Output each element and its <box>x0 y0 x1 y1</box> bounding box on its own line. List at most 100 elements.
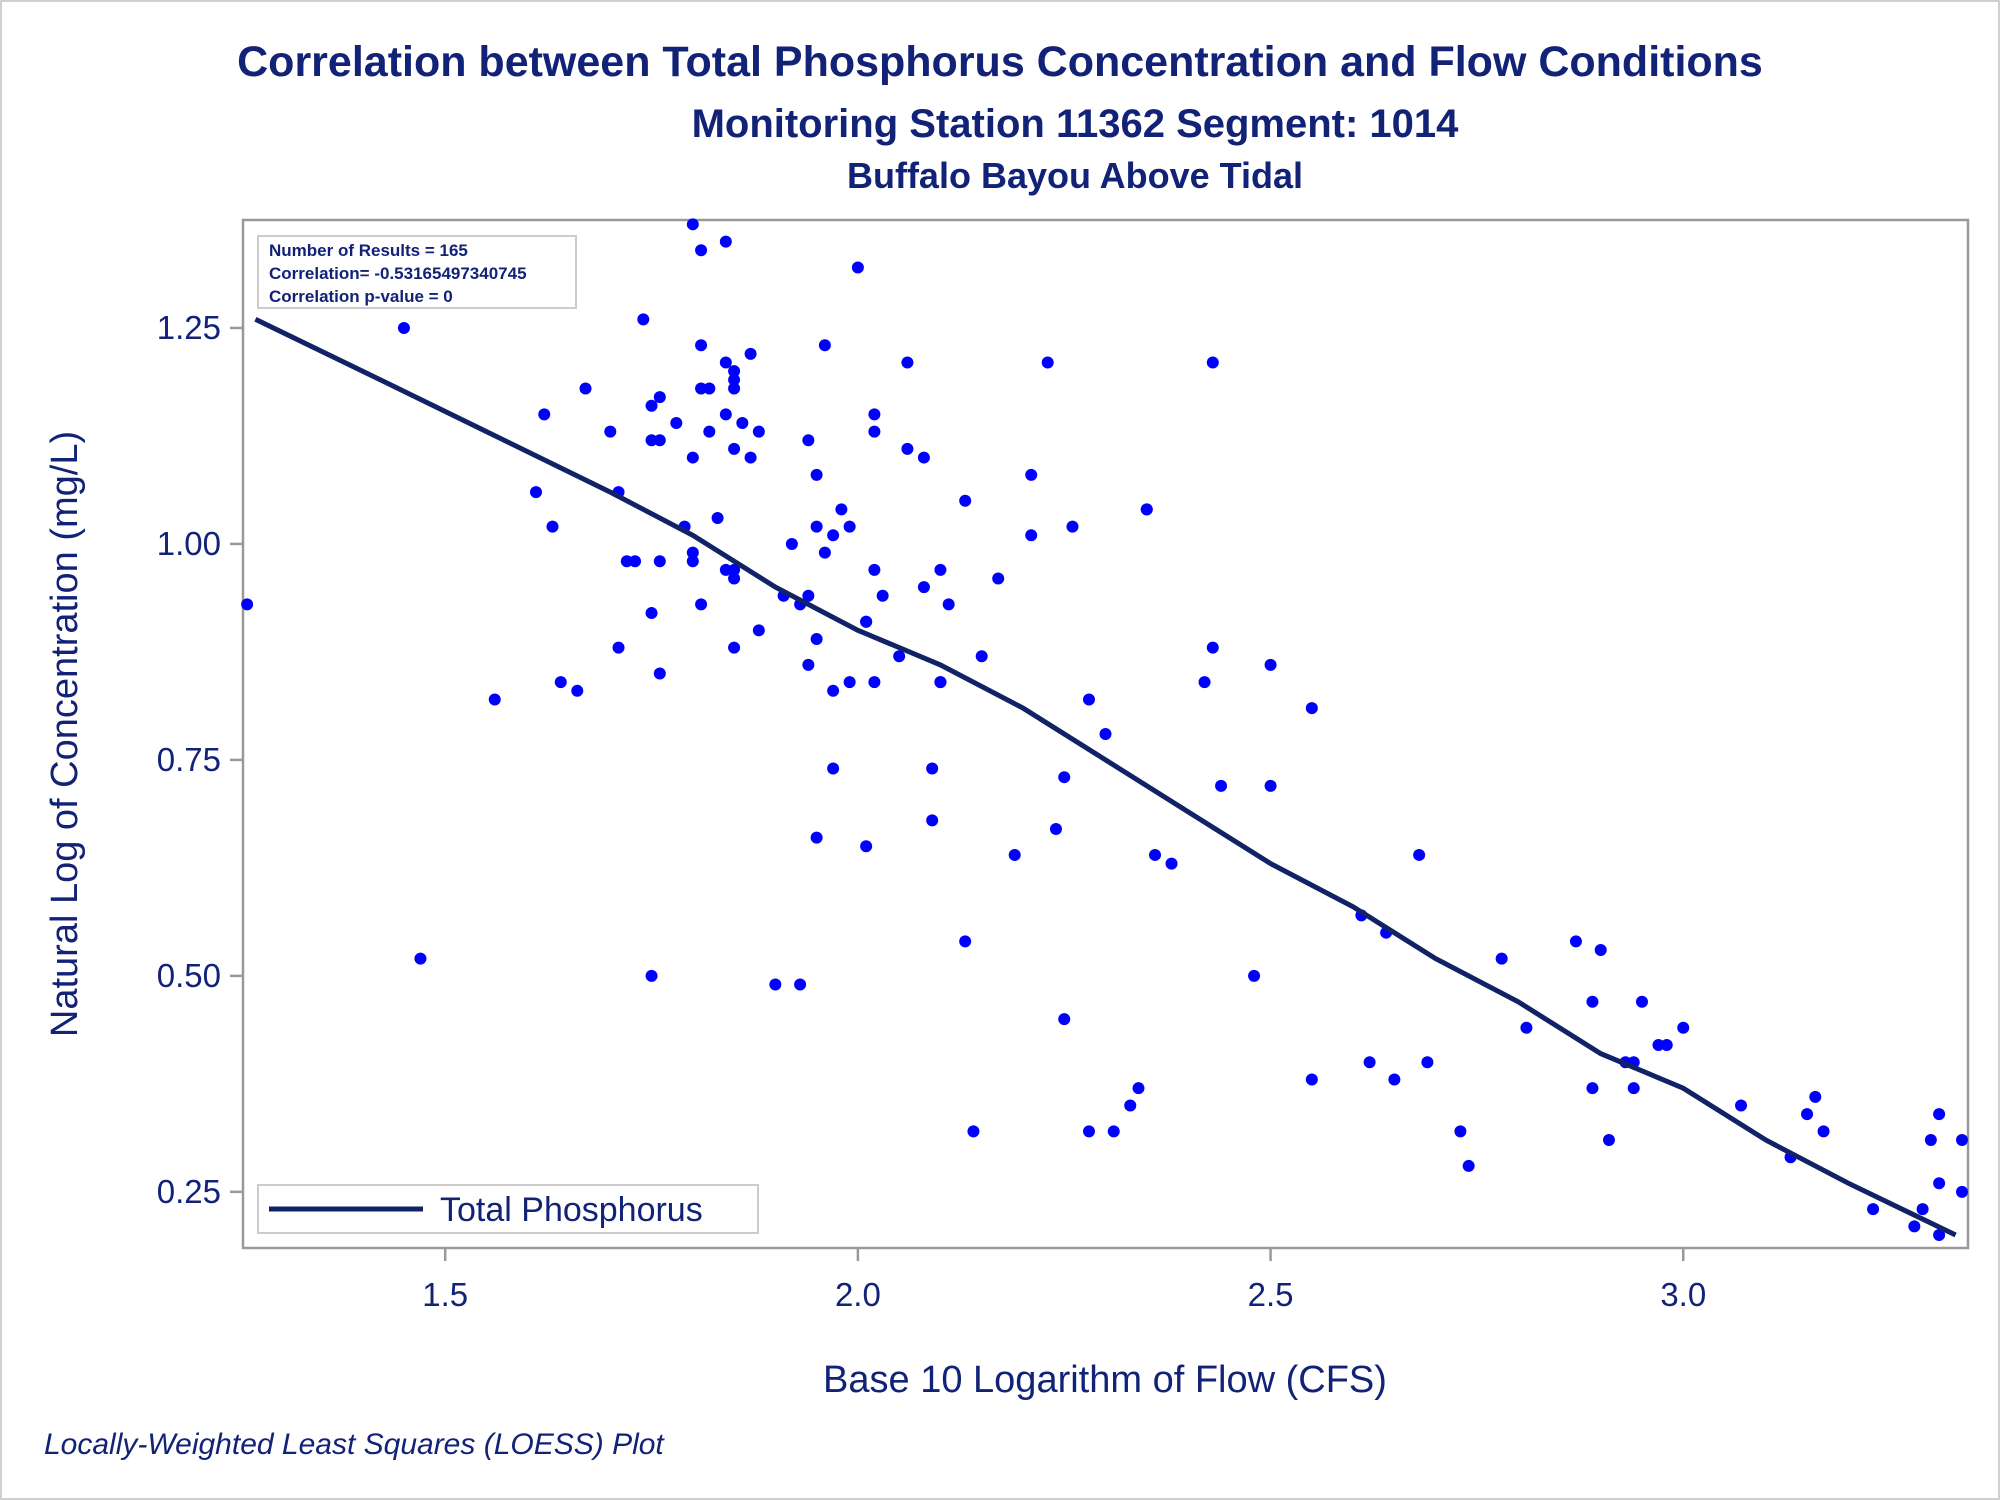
data-point <box>794 978 807 991</box>
data-point <box>728 365 741 378</box>
data-point <box>728 382 741 395</box>
stats-p-value: Correlation p-value = 0 <box>269 287 453 306</box>
data-point <box>810 632 823 645</box>
data-point <box>752 624 765 637</box>
data-point <box>653 667 666 680</box>
data-point <box>629 555 642 568</box>
data-point <box>728 373 741 386</box>
data-point <box>1933 1108 1946 1121</box>
data-point <box>736 417 749 430</box>
data-point <box>1008 848 1021 861</box>
data-point <box>653 391 666 404</box>
data-points <box>241 218 1968 1242</box>
x-tick-label: 3.0 <box>1660 1276 1706 1313</box>
data-point <box>653 434 666 447</box>
data-point <box>719 356 732 369</box>
data-point <box>695 598 708 611</box>
data-point <box>810 468 823 481</box>
data-point <box>1025 468 1038 481</box>
stats-correlation: Correlation= -0.53165497340745 <box>269 264 527 283</box>
data-point <box>744 347 757 360</box>
data-point <box>975 650 988 663</box>
chart-subtitle-location: Buffalo Bayou Above Tidal <box>846 155 1304 196</box>
data-point <box>1956 1134 1968 1147</box>
data-point <box>967 1125 980 1138</box>
stats-inset: Number of Results = 165 Correlation= -0.… <box>257 235 577 309</box>
data-point <box>728 442 741 455</box>
data-point <box>703 425 716 438</box>
data-point <box>827 684 840 697</box>
x-tick-label: 1.5 <box>422 1276 468 1313</box>
data-point <box>810 831 823 844</box>
x-axis: 1.5 2.0 2.5 3.0 <box>422 1248 1706 1313</box>
data-point <box>959 494 972 507</box>
data-point <box>1099 728 1112 740</box>
y-tick-label: 0.75 <box>157 741 221 778</box>
data-point <box>1248 969 1261 982</box>
data-point <box>1586 995 1599 1008</box>
data-point <box>893 650 906 663</box>
data-point <box>728 563 741 576</box>
loess-fit-line <box>254 317 1957 1238</box>
data-point <box>1388 1073 1401 1086</box>
data-point <box>1124 1099 1137 1112</box>
data-point <box>744 451 757 464</box>
data-point <box>637 313 650 326</box>
data-point <box>1264 779 1277 792</box>
data-point <box>1924 1134 1937 1147</box>
data-point <box>538 408 551 421</box>
data-point <box>942 598 955 611</box>
data-point <box>1735 1099 1748 1112</box>
data-point <box>769 978 782 991</box>
data-point <box>620 555 633 568</box>
data-point <box>835 503 848 516</box>
data-point <box>1602 1134 1615 1147</box>
data-point <box>686 451 699 464</box>
data-point <box>851 261 864 274</box>
data-point <box>695 339 708 352</box>
data-point <box>868 563 881 576</box>
data-point <box>818 339 831 352</box>
data-point <box>901 356 914 369</box>
data-point <box>959 935 972 948</box>
data-point <box>876 589 889 602</box>
data-point <box>1082 1125 1095 1138</box>
legend-entry-total-phosphorus: Total Phosphorus <box>440 1191 703 1229</box>
data-point <box>1652 1038 1665 1051</box>
data-point <box>1801 1108 1814 1121</box>
data-point <box>818 546 831 559</box>
data-point <box>1627 1082 1640 1095</box>
data-point <box>1635 995 1648 1008</box>
data-point <box>1206 356 1219 369</box>
data-point <box>1305 702 1318 715</box>
data-point <box>1495 952 1508 965</box>
stats-results-count: Number of Results = 165 <box>269 241 468 260</box>
data-point <box>1421 1056 1434 1069</box>
data-point <box>1206 641 1219 654</box>
data-point <box>604 425 617 438</box>
data-point <box>1025 529 1038 542</box>
data-point <box>868 676 881 689</box>
data-point <box>860 840 873 853</box>
data-point <box>785 537 798 550</box>
data-point <box>1082 693 1095 706</box>
data-point <box>827 762 840 775</box>
data-point <box>1867 1203 1880 1216</box>
data-point <box>728 572 741 585</box>
data-point <box>868 425 881 438</box>
chart-title: Correlation between Total Phosphorus Con… <box>237 38 1763 86</box>
data-point <box>530 486 543 499</box>
data-point <box>1413 848 1426 861</box>
data-point <box>1660 1038 1673 1051</box>
data-point <box>579 382 592 395</box>
data-point <box>1264 658 1277 671</box>
data-point <box>926 762 939 775</box>
data-point <box>917 581 930 594</box>
data-point <box>1058 1013 1071 1026</box>
data-point <box>571 684 584 697</box>
data-point <box>645 969 658 982</box>
data-point <box>827 529 840 542</box>
data-point <box>843 676 856 689</box>
data-point <box>719 563 732 576</box>
data-point <box>686 555 699 568</box>
